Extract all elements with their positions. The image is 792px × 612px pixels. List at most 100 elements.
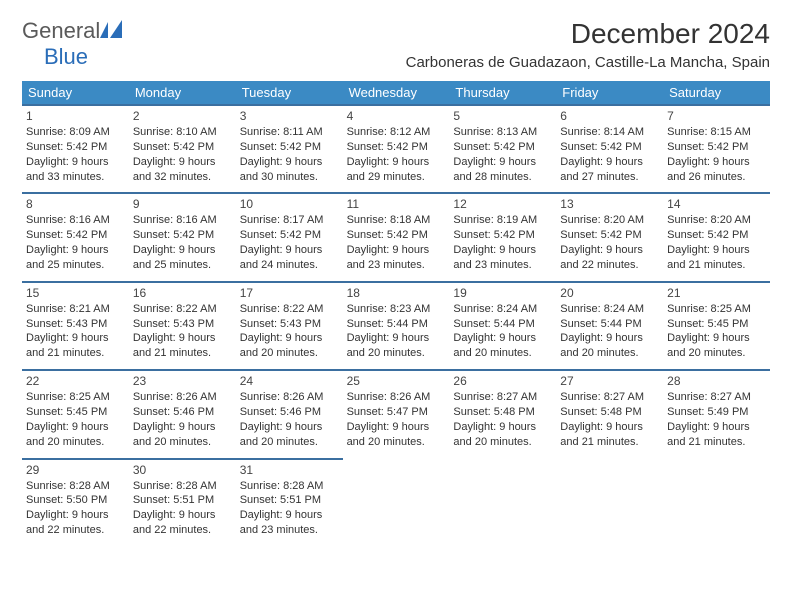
calendar-cell: 20 Sunrise: 8:24 AMSunset: 5:44 PMDayligh… (556, 281, 663, 369)
day-number: 3 (240, 109, 339, 123)
calendar-cell: 26 Sunrise: 8:27 AMSunset: 5:48 PMDayligh… (449, 369, 556, 457)
brand-logo: General Blue (22, 18, 126, 70)
day-info: Sunrise: 8:24 AMSunset: 5:44 PMDaylight:… (560, 302, 659, 361)
logo-text: General Blue (22, 18, 126, 70)
day-info: Sunrise: 8:24 AMSunset: 5:44 PMDaylight:… (453, 302, 552, 361)
calendar-cell: 29Sunrise: 8:28 AMSunset: 5:50 PMDayligh… (22, 458, 129, 546)
empty-cell (663, 458, 770, 546)
day-number: 14 (667, 197, 766, 211)
calendar-cell: 9 Sunrise: 8:16 AMSunset: 5:42 PMDaylight… (129, 192, 236, 280)
day-number: 22 (26, 374, 125, 388)
calendar-cell: 28Sunrise: 8:27 AMSunset: 5:49 PMDayligh… (663, 369, 770, 457)
calendar-cell: 2Sunrise: 8:10 AMSunset: 5:42 PMDaylight… (129, 104, 236, 192)
day-info: Sunrise: 8:21 AMSunset: 5:43 PMDaylight:… (26, 302, 125, 361)
day-number: 9 (133, 197, 232, 211)
day-info: Sunrise: 8:26 AMSunset: 5:46 PMDaylight:… (133, 390, 232, 449)
day-number: 27 (560, 374, 659, 388)
day-info: Sunrise: 8:27 AMSunset: 5:49 PMDaylight:… (667, 390, 766, 449)
calendar-cell: 13 Sunrise: 8:20 AMSunset: 5:42 PMDayligh… (556, 192, 663, 280)
calendar-cell: 17 Sunrise: 8:22 AMSunset: 5:43 PMDayligh… (236, 281, 343, 369)
day-number: 18 (347, 286, 446, 300)
calendar-grid: SundayMondayTuesdayWednesdayThursdayFrid… (22, 81, 770, 546)
day-info: Sunrise: 8:16 AMSunset: 5:42 PMDaylight:… (133, 213, 232, 272)
day-number: 4 (347, 109, 446, 123)
page-title: December 2024 (406, 18, 770, 50)
calendar-cell: 27 Sunrise: 8:27 AMSunset: 5:48 PMDayligh… (556, 369, 663, 457)
day-number: 12 (453, 197, 552, 211)
dow-header: Friday (556, 81, 663, 104)
calendar-cell: 21 Sunrise: 8:25 AMSunset: 5:45 PMDayligh… (663, 281, 770, 369)
calendar-cell: 19 Sunrise: 8:24 AMSunset: 5:44 PMDayligh… (449, 281, 556, 369)
dow-header: Thursday (449, 81, 556, 104)
calendar-cell: 16 Sunrise: 8:22 AMSunset: 5:43 PMDayligh… (129, 281, 236, 369)
calendar-cell: 31 Sunrise: 8:28 AMSunset: 5:51 PMDayligh… (236, 458, 343, 546)
day-info: Sunrise: 8:25 AMSunset: 5:45 PMDaylight:… (26, 390, 125, 449)
day-number: 8 (26, 197, 125, 211)
calendar-cell: 14 Sunrise: 8:20 AMSunset: 5:42 PMDayligh… (663, 192, 770, 280)
dow-header: Saturday (663, 81, 770, 104)
day-number: 31 (240, 463, 339, 477)
day-number: 19 (453, 286, 552, 300)
calendar-cell: 22 Sunrise: 8:25 AMSunset: 5:45 PMDayligh… (22, 369, 129, 457)
calendar-cell: 7Sunrise: 8:15 AMSunset: 5:42 PMDaylight… (663, 104, 770, 192)
day-info: Sunrise: 8:28 AMSunset: 5:51 PMDaylight:… (240, 479, 339, 538)
title-block: December 2024 Carboneras de Guadazaon, C… (406, 18, 770, 71)
calendar-cell: 4 Sunrise: 8:12 AMSunset: 5:42 PMDaylight… (343, 104, 450, 192)
day-info: Sunrise: 8:27 AMSunset: 5:48 PMDaylight:… (453, 390, 552, 449)
empty-cell (556, 458, 663, 546)
day-number: 6 (560, 109, 659, 123)
sails-icon (100, 20, 126, 38)
day-info: Sunrise: 8:18 AMSunset: 5:42 PMDaylight:… (347, 213, 446, 272)
day-number: 13 (560, 197, 659, 211)
calendar-cell: 15 Sunrise: 8:21 AMSunset: 5:43 PMDayligh… (22, 281, 129, 369)
dow-header: Tuesday (236, 81, 343, 104)
empty-cell (449, 458, 556, 546)
calendar-cell: 11Sunrise: 8:18 AMSunset: 5:42 PMDayligh… (343, 192, 450, 280)
calendar-cell: 24 Sunrise: 8:26 AMSunset: 5:46 PMDayligh… (236, 369, 343, 457)
calendar-cell: 12 Sunrise: 8:19 AMSunset: 5:42 PMDayligh… (449, 192, 556, 280)
day-info: Sunrise: 8:20 AMSunset: 5:42 PMDaylight:… (560, 213, 659, 272)
day-info: Sunrise: 8:26 AMSunset: 5:46 PMDaylight:… (240, 390, 339, 449)
dow-header: Monday (129, 81, 236, 104)
day-number: 29 (26, 463, 125, 477)
calendar-cell: 10Sunrise: 8:17 AMSunset: 5:42 PMDayligh… (236, 192, 343, 280)
day-info: Sunrise: 8:09 AMSunset: 5:42 PMDaylight:… (26, 125, 125, 184)
day-number: 17 (240, 286, 339, 300)
day-info: Sunrise: 8:22 AMSunset: 5:43 PMDaylight:… (240, 302, 339, 361)
day-info: Sunrise: 8:25 AMSunset: 5:45 PMDaylight:… (667, 302, 766, 361)
day-info: Sunrise: 8:17 AMSunset: 5:42 PMDaylight:… (240, 213, 339, 272)
day-info: Sunrise: 8:16 AMSunset: 5:42 PMDaylight:… (26, 213, 125, 272)
day-number: 23 (133, 374, 232, 388)
day-info: Sunrise: 8:20 AMSunset: 5:42 PMDaylight:… (667, 213, 766, 272)
day-info: Sunrise: 8:27 AMSunset: 5:48 PMDaylight:… (560, 390, 659, 449)
day-number: 24 (240, 374, 339, 388)
day-info: Sunrise: 8:19 AMSunset: 5:42 PMDaylight:… (453, 213, 552, 272)
calendar-cell: 18 Sunrise: 8:23 AMSunset: 5:44 PMDayligh… (343, 281, 450, 369)
location-text: Carboneras de Guadazaon, Castille-La Man… (406, 54, 770, 71)
day-info: Sunrise: 8:22 AMSunset: 5:43 PMDaylight:… (133, 302, 232, 361)
day-number: 26 (453, 374, 552, 388)
page-header: General Blue December 2024 Carboneras de… (22, 18, 770, 71)
day-number: 25 (347, 374, 446, 388)
calendar-cell: 25Sunrise: 8:26 AMSunset: 5:47 PMDayligh… (343, 369, 450, 457)
day-number: 16 (133, 286, 232, 300)
day-number: 1 (26, 109, 125, 123)
day-number: 20 (560, 286, 659, 300)
dow-header: Sunday (22, 81, 129, 104)
brand-part1: General (22, 18, 100, 43)
day-info: Sunrise: 8:12 AMSunset: 5:42 PMDaylight:… (347, 125, 446, 184)
day-number: 21 (667, 286, 766, 300)
calendar-cell: 30Sunrise: 8:28 AMSunset: 5:51 PMDayligh… (129, 458, 236, 546)
calendar-cell: 5Sunrise: 8:13 AMSunset: 5:42 PMDaylight… (449, 104, 556, 192)
day-number: 15 (26, 286, 125, 300)
day-info: Sunrise: 8:23 AMSunset: 5:44 PMDaylight:… (347, 302, 446, 361)
day-info: Sunrise: 8:10 AMSunset: 5:42 PMDaylight:… (133, 125, 232, 184)
day-number: 30 (133, 463, 232, 477)
calendar-cell: 6Sunrise: 8:14 AMSunset: 5:42 PMDaylight… (556, 104, 663, 192)
day-number: 7 (667, 109, 766, 123)
calendar-cell: 8 Sunrise: 8:16 AMSunset: 5:42 PMDaylight… (22, 192, 129, 280)
calendar-cell: 23 Sunrise: 8:26 AMSunset: 5:46 PMDayligh… (129, 369, 236, 457)
calendar-cell: 1 Sunrise: 8:09 AMSunset: 5:42 PMDaylight… (22, 104, 129, 192)
empty-cell (343, 458, 450, 546)
brand-part2: Blue (44, 44, 88, 69)
